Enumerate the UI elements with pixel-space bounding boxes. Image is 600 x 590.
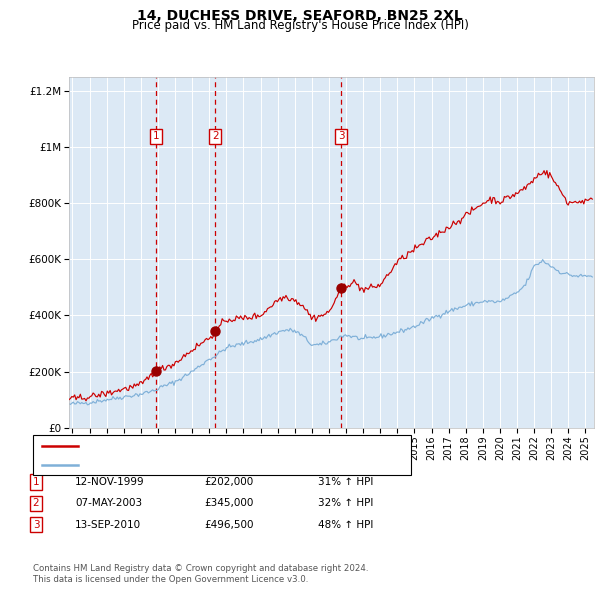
Text: 2: 2 [32,499,40,508]
Text: 14, DUCHESS DRIVE, SEAFORD, BN25 2XL (detached house): 14, DUCHESS DRIVE, SEAFORD, BN25 2XL (de… [84,441,398,451]
Text: 31% ↑ HPI: 31% ↑ HPI [318,477,373,487]
Text: 32% ↑ HPI: 32% ↑ HPI [318,499,373,508]
Text: 12-NOV-1999: 12-NOV-1999 [75,477,145,487]
Text: Price paid vs. HM Land Registry's House Price Index (HPI): Price paid vs. HM Land Registry's House … [131,19,469,32]
Text: 14, DUCHESS DRIVE, SEAFORD, BN25 2XL: 14, DUCHESS DRIVE, SEAFORD, BN25 2XL [137,9,463,23]
Text: £345,000: £345,000 [204,499,253,508]
Text: This data is licensed under the Open Government Licence v3.0.: This data is licensed under the Open Gov… [33,575,308,584]
Text: £202,000: £202,000 [204,477,253,487]
Text: 1: 1 [152,132,159,142]
Text: 2: 2 [212,132,218,142]
Text: £496,500: £496,500 [204,520,254,529]
Text: 48% ↑ HPI: 48% ↑ HPI [318,520,373,529]
Text: 3: 3 [32,520,40,529]
Text: 3: 3 [338,132,344,142]
Text: Contains HM Land Registry data © Crown copyright and database right 2024.: Contains HM Land Registry data © Crown c… [33,565,368,573]
Text: 13-SEP-2010: 13-SEP-2010 [75,520,141,529]
Text: 07-MAY-2003: 07-MAY-2003 [75,499,142,508]
Text: HPI: Average price, detached house, Lewes: HPI: Average price, detached house, Lewe… [84,460,309,470]
Text: 1: 1 [32,477,40,487]
